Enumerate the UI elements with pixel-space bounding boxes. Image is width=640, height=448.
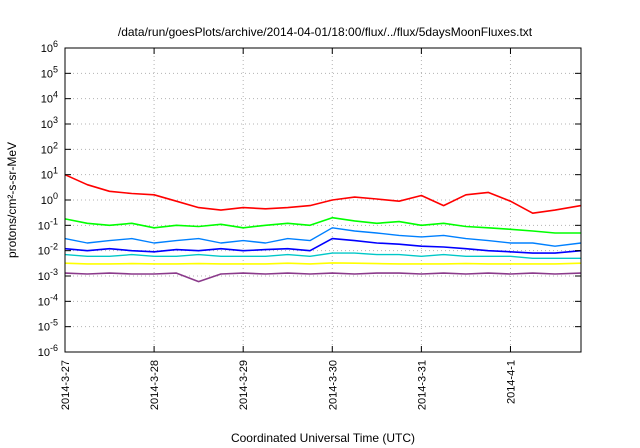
y-axis-label: protons/cm²-s-sr-MeV (5, 142, 19, 258)
y-tick-label: 105 (41, 64, 58, 80)
x-tick-label: 2014-3-30 (327, 360, 339, 410)
y-tick-label: 10-4 (38, 292, 58, 308)
y-tick-label: 10-1 (38, 216, 58, 232)
x-tick-label: 2014-3-29 (238, 360, 250, 410)
y-tick-label: 101 (41, 166, 58, 182)
grid-lines (65, 48, 581, 352)
y-tick-label: 102 (41, 140, 58, 156)
y-tick-label: 100 (41, 191, 58, 207)
data-series (64, 173, 582, 283)
y-tick-label: 103 (41, 115, 58, 131)
y-tick-labels: 10-6 10-5 10-4 10-3 10-2 10-1 100 101 102 103 104 1… (38, 39, 58, 359)
chart-title: /data/run/goesPlots/archive/2014-04-01/1… (118, 25, 533, 39)
y-tick-label: 104 (41, 90, 58, 106)
x-tick-label: 2014-3-31 (416, 360, 428, 410)
plot-frame (64, 47, 582, 353)
series-line-4 (64, 237, 582, 254)
y-tick-label: 106 (41, 39, 58, 55)
y-tick-label: 10-5 (38, 318, 58, 334)
series-line-5 (64, 252, 581, 259)
x-tick-labels: 2014-3-27 2014-3-28 2014-3-29 2014-3-30 2014… (60, 360, 517, 410)
y-tick-label: 10-2 (38, 242, 58, 258)
x-tick-label: 2014-4-1 (505, 360, 517, 404)
series-line-1 (64, 173, 582, 214)
axis-ticks (64, 47, 581, 353)
y-tick-label: 10-6 (38, 343, 58, 359)
x-tick-label: 2014-3-27 (60, 360, 72, 410)
series-line-2 (64, 216, 581, 234)
series-line-3 (64, 227, 582, 247)
x-tick-label: 2014-3-28 (149, 360, 161, 410)
series-line-7 (64, 272, 582, 283)
y-tick-label: 10-3 (38, 267, 58, 283)
series-line-6 (64, 262, 582, 265)
x-axis-label: Coordinated Universal Time (UTC) (231, 431, 415, 445)
